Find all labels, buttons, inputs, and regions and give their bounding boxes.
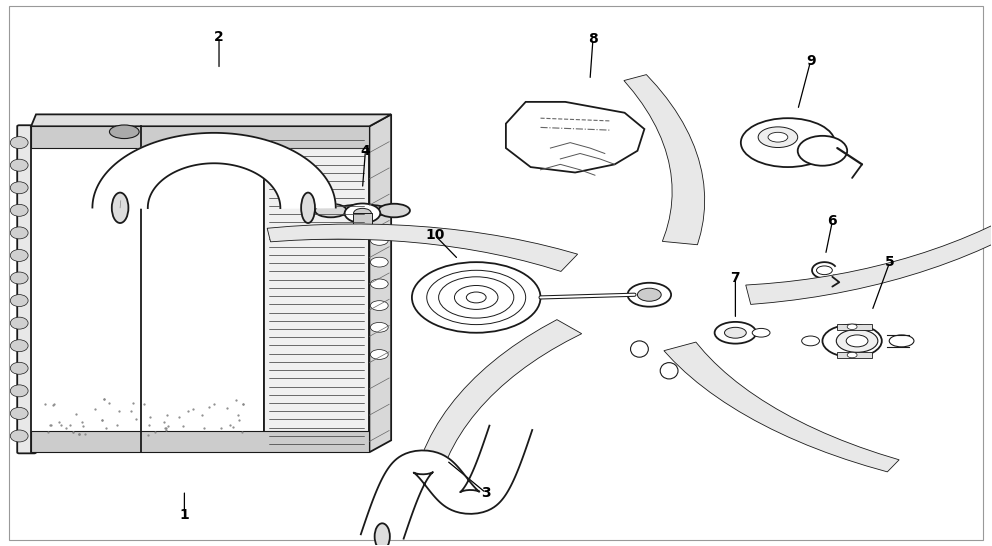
Text: 4: 4 bbox=[360, 144, 370, 158]
Ellipse shape bbox=[10, 227, 28, 239]
Ellipse shape bbox=[631, 341, 649, 357]
Circle shape bbox=[344, 204, 380, 223]
Ellipse shape bbox=[10, 204, 28, 216]
Polygon shape bbox=[506, 102, 645, 173]
Bar bbox=[31, 431, 369, 452]
Circle shape bbox=[847, 324, 857, 329]
Polygon shape bbox=[664, 342, 899, 472]
Ellipse shape bbox=[10, 385, 28, 397]
Ellipse shape bbox=[10, 363, 28, 374]
Circle shape bbox=[370, 301, 388, 311]
Ellipse shape bbox=[714, 322, 756, 343]
Ellipse shape bbox=[846, 335, 868, 347]
Circle shape bbox=[427, 270, 526, 325]
Ellipse shape bbox=[724, 327, 746, 338]
Ellipse shape bbox=[10, 407, 28, 419]
Ellipse shape bbox=[661, 363, 678, 379]
Circle shape bbox=[353, 209, 371, 218]
Text: 10: 10 bbox=[425, 228, 444, 242]
Text: 9: 9 bbox=[806, 54, 815, 68]
Bar bbox=[352, 213, 372, 229]
Ellipse shape bbox=[822, 325, 882, 357]
Ellipse shape bbox=[10, 250, 28, 262]
Ellipse shape bbox=[798, 136, 847, 166]
Ellipse shape bbox=[109, 125, 139, 139]
Text: 8: 8 bbox=[588, 32, 598, 46]
Bar bbox=[837, 324, 872, 330]
Ellipse shape bbox=[112, 193, 128, 223]
Circle shape bbox=[370, 279, 388, 289]
Polygon shape bbox=[369, 114, 391, 452]
Ellipse shape bbox=[302, 193, 315, 223]
Ellipse shape bbox=[10, 430, 28, 442]
Polygon shape bbox=[31, 114, 391, 126]
Text: 6: 6 bbox=[827, 215, 837, 228]
Ellipse shape bbox=[335, 205, 390, 217]
Bar bbox=[31, 126, 369, 148]
Text: 1: 1 bbox=[180, 508, 189, 522]
Bar bbox=[31, 126, 264, 452]
Ellipse shape bbox=[10, 272, 28, 284]
Bar bbox=[837, 352, 872, 358]
Circle shape bbox=[638, 288, 662, 301]
Circle shape bbox=[370, 235, 388, 245]
Ellipse shape bbox=[10, 159, 28, 171]
Ellipse shape bbox=[378, 204, 410, 217]
Circle shape bbox=[438, 277, 514, 318]
Circle shape bbox=[370, 257, 388, 267]
Circle shape bbox=[628, 283, 672, 307]
Ellipse shape bbox=[10, 182, 28, 194]
Ellipse shape bbox=[10, 136, 28, 149]
Text: 2: 2 bbox=[214, 29, 224, 44]
Circle shape bbox=[370, 349, 388, 359]
Text: 3: 3 bbox=[481, 486, 491, 500]
Ellipse shape bbox=[10, 295, 28, 306]
Polygon shape bbox=[361, 426, 533, 539]
Ellipse shape bbox=[802, 336, 819, 346]
Circle shape bbox=[412, 262, 541, 333]
Text: 5: 5 bbox=[885, 255, 895, 269]
FancyBboxPatch shape bbox=[17, 125, 36, 453]
Circle shape bbox=[370, 323, 388, 332]
Circle shape bbox=[466, 292, 486, 303]
Polygon shape bbox=[746, 215, 992, 305]
Ellipse shape bbox=[836, 329, 878, 352]
Ellipse shape bbox=[10, 340, 28, 352]
Ellipse shape bbox=[768, 132, 788, 142]
Ellipse shape bbox=[10, 317, 28, 329]
Ellipse shape bbox=[889, 335, 914, 347]
Polygon shape bbox=[624, 75, 704, 245]
Text: 7: 7 bbox=[730, 271, 740, 286]
Circle shape bbox=[816, 266, 832, 275]
Bar bbox=[264, 126, 369, 452]
Ellipse shape bbox=[342, 224, 382, 234]
Circle shape bbox=[847, 352, 857, 358]
Ellipse shape bbox=[315, 204, 346, 217]
Polygon shape bbox=[92, 133, 335, 208]
Polygon shape bbox=[416, 319, 581, 476]
Ellipse shape bbox=[741, 118, 835, 167]
Polygon shape bbox=[267, 224, 577, 271]
Ellipse shape bbox=[375, 523, 390, 546]
Ellipse shape bbox=[752, 328, 770, 337]
Ellipse shape bbox=[758, 127, 798, 147]
Circle shape bbox=[454, 286, 498, 310]
